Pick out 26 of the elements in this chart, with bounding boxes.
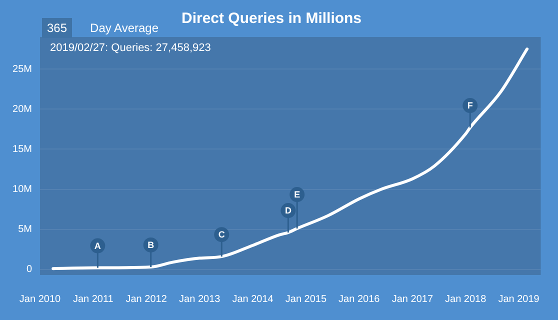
annotation: A <box>94 240 102 251</box>
x-tick-label: Jan 2019 <box>498 294 540 305</box>
x-tick-label: Jan 2011 <box>72 294 114 305</box>
x-tick-label: Jan 2013 <box>179 294 221 305</box>
annotation: C <box>218 230 226 240</box>
y-tick-label: 0 <box>26 264 32 276</box>
y-tick-label: 15M <box>12 144 32 155</box>
y-tick-label: 5M <box>18 224 32 236</box>
annotation: 2019/02/27: Queries: 27,458,923 <box>50 42 211 54</box>
annotation: B <box>148 240 155 250</box>
y-tick-label: 20M <box>12 104 32 115</box>
annotation: F <box>467 100 474 111</box>
x-tick-label: Jan 2014 <box>232 294 274 305</box>
annotation: E <box>294 190 300 200</box>
x-tick-label: Jan 2010 <box>19 294 62 305</box>
y-tick-label: 10M <box>12 184 32 196</box>
x-tick-label: Jan 2012 <box>126 294 168 305</box>
text: Day Average <box>90 21 159 35</box>
x-tick-label: Jan 2015 <box>285 294 327 305</box>
y-tick-label: 25M <box>12 64 32 75</box>
chart-title: Direct Queries in Millions <box>181 10 362 28</box>
annotation: D <box>284 206 292 216</box>
x-tick-label: Jan 2016 <box>338 294 380 305</box>
day-count-field: 365 <box>42 18 72 38</box>
x-tick-label: Jan 2018 <box>445 294 487 305</box>
x-tick-label: Jan 2017 <box>392 294 434 305</box>
